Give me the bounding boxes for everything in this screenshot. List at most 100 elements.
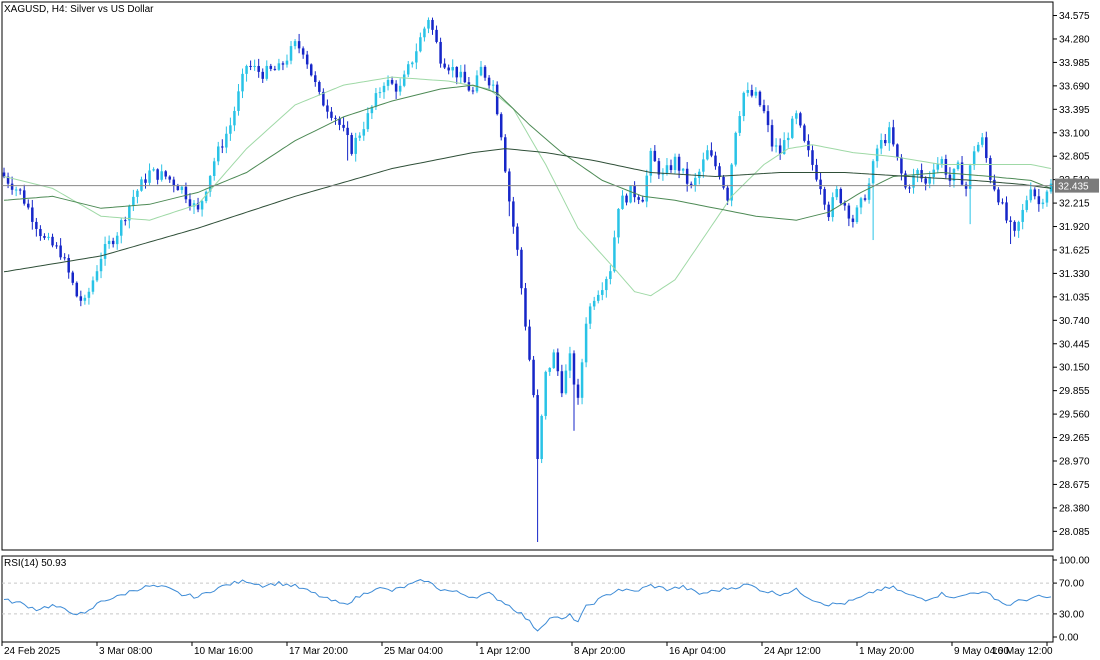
candle xyxy=(314,71,317,87)
candle-body xyxy=(233,110,236,126)
candle xyxy=(997,187,1000,206)
candle xyxy=(301,46,305,59)
candle xyxy=(815,158,818,182)
candle-body xyxy=(766,111,770,126)
candle-body xyxy=(79,296,83,301)
candle xyxy=(152,167,155,172)
candle xyxy=(524,282,527,331)
candle-body xyxy=(156,169,159,180)
candle xyxy=(156,168,159,185)
candle xyxy=(657,157,661,179)
candle-body xyxy=(43,236,46,238)
candle-body xyxy=(326,105,329,112)
candle xyxy=(706,145,709,161)
candle-body xyxy=(423,28,426,38)
candle xyxy=(322,88,325,107)
candle-body xyxy=(580,362,584,398)
candle xyxy=(698,168,701,185)
candle-body xyxy=(948,174,952,181)
candle xyxy=(504,134,507,173)
candle-body xyxy=(867,183,871,200)
candle xyxy=(435,25,438,44)
candle xyxy=(888,121,891,151)
candle-body xyxy=(273,68,277,70)
candle-body xyxy=(641,199,644,202)
price-tick-label: 31.330 xyxy=(1059,269,1090,280)
candle-body xyxy=(556,352,560,372)
candle xyxy=(305,50,309,69)
candle-body xyxy=(366,113,370,130)
candle-body xyxy=(1001,202,1004,204)
candle xyxy=(128,204,131,229)
candle xyxy=(548,367,551,376)
candle-body xyxy=(172,179,176,186)
candle xyxy=(188,193,192,211)
candle xyxy=(673,153,677,174)
candle-body xyxy=(6,176,10,184)
candle-body xyxy=(811,150,814,165)
candle-body xyxy=(871,161,875,184)
time-tick-label: 1 May 20:00 xyxy=(859,646,914,657)
candle-body xyxy=(281,63,285,65)
candle xyxy=(1037,188,1041,212)
candle xyxy=(463,64,467,84)
candle-body xyxy=(47,236,50,238)
candle-body xyxy=(475,75,479,92)
candle xyxy=(863,194,867,202)
candle xyxy=(87,287,91,305)
candle-body xyxy=(883,139,887,144)
candle-body xyxy=(888,127,891,144)
chart-labels: XAGUSD, H4: Silver vs US Dollar RSI(14) … xyxy=(4,4,154,569)
candle-body xyxy=(774,145,778,147)
candle-body xyxy=(827,204,830,218)
candle-body xyxy=(354,137,357,154)
candle-body xyxy=(435,29,438,42)
candle xyxy=(762,99,766,114)
candle-body xyxy=(540,415,543,460)
candle xyxy=(233,106,236,132)
ma-line-slow xyxy=(3,148,1052,273)
candle xyxy=(176,183,180,191)
price-tick-label: 32.215 xyxy=(1059,199,1090,210)
candle xyxy=(556,348,560,376)
candle-body xyxy=(1037,196,1041,205)
candle-body xyxy=(1041,202,1045,205)
rsi-tick-label: 0.00 xyxy=(1059,633,1079,644)
price-tick-label: 29.855 xyxy=(1059,386,1090,397)
candle xyxy=(39,225,42,241)
candle-body xyxy=(491,84,495,86)
candle-body xyxy=(908,187,911,189)
candle xyxy=(168,175,172,183)
candle-body xyxy=(180,186,184,191)
candle-body xyxy=(59,245,62,258)
candle-body xyxy=(176,185,180,191)
candle xyxy=(540,414,543,464)
candle-body xyxy=(714,155,717,167)
candle-body xyxy=(936,163,940,170)
candle-body xyxy=(799,113,802,126)
candle xyxy=(362,121,366,141)
candle xyxy=(402,70,406,88)
candle-body xyxy=(499,114,503,138)
price-tick-label: 30.445 xyxy=(1059,339,1090,350)
candle-body xyxy=(463,71,467,83)
candle xyxy=(1041,198,1045,209)
price-tick-label: 28.380 xyxy=(1059,503,1090,514)
candle xyxy=(859,196,863,215)
candle xyxy=(107,235,111,249)
candle-body xyxy=(27,203,30,208)
candle-body xyxy=(443,63,446,68)
candle-body xyxy=(22,190,26,204)
candle xyxy=(241,68,244,99)
candle xyxy=(439,37,442,68)
candle-body xyxy=(677,156,681,171)
candle xyxy=(277,58,281,71)
candle xyxy=(1001,198,1004,205)
candle-body xyxy=(750,90,754,96)
candle-body xyxy=(415,51,418,63)
candle-body xyxy=(843,203,847,206)
candle xyxy=(920,163,923,183)
candle xyxy=(455,66,459,85)
